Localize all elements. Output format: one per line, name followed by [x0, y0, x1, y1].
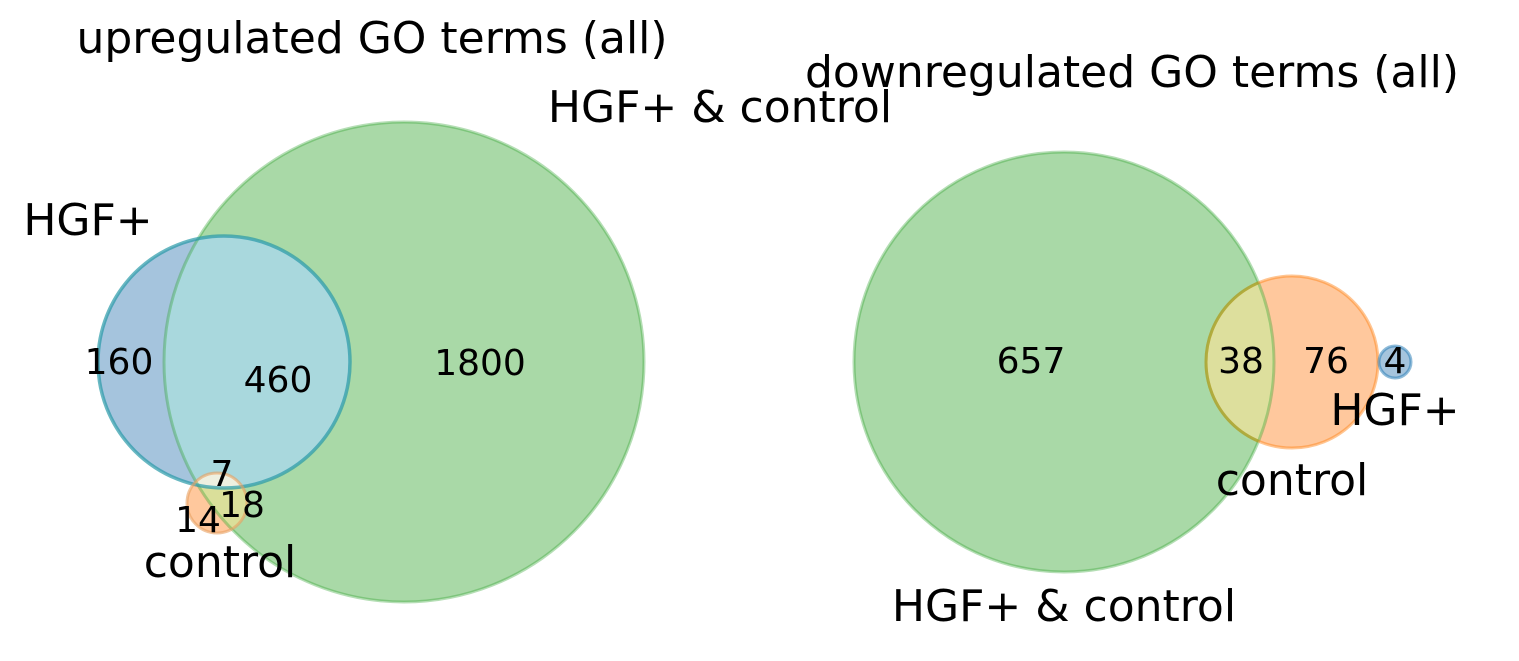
region-count-hgf-only-down: 4	[1384, 341, 1407, 382]
region-count-control-only: 14	[175, 500, 221, 541]
set-circle-hgf-down	[1379, 346, 1411, 378]
set-label-hgf-control: HGF+ & control	[548, 82, 892, 133]
region-count-both-only: 1800	[434, 343, 526, 384]
region-count-control-both: 18	[219, 485, 265, 526]
outline-hgf-control	[162, 120, 646, 604]
region-control-and-both-down	[1206, 276, 1274, 448]
set-circle-hgf-control	[164, 122, 644, 602]
region-count-hgf-both: 460	[244, 360, 313, 401]
set-label-control-down: control	[1216, 455, 1369, 506]
venn-downregulated: downregulated GO terms (all) HGF+ & cont…	[805, 47, 1460, 632]
outline-hgf-down	[1377, 344, 1413, 380]
region-count-hgf-only: 160	[85, 342, 154, 383]
outline-overlap-down	[1204, 274, 1274, 450]
set-label-hgf-control-down: HGF+ & control	[892, 581, 1236, 632]
outline-hgf-control-down	[852, 150, 1276, 574]
region-count-both-only-down: 657	[997, 341, 1066, 382]
set-label-hgf: HGF+	[23, 195, 152, 246]
chart-title-upregulated: upregulated GO terms (all)	[76, 13, 667, 64]
region-count-control-only-down: 76	[1303, 341, 1349, 382]
outline-control	[185, 471, 249, 535]
region-count-control-both-down: 38	[1218, 341, 1264, 382]
chart-title-downregulated: downregulated GO terms (all)	[805, 47, 1459, 98]
set-label-control: control	[144, 537, 297, 588]
set-label-hgf-down: HGF+	[1330, 385, 1459, 436]
region-count-triple: 7	[211, 454, 234, 495]
outline-hgf	[96, 234, 352, 490]
venn-upregulated: upregulated GO terms (all) HGF+ HGF+ & c…	[23, 13, 892, 604]
set-circle-hgf-control-down	[854, 152, 1274, 572]
